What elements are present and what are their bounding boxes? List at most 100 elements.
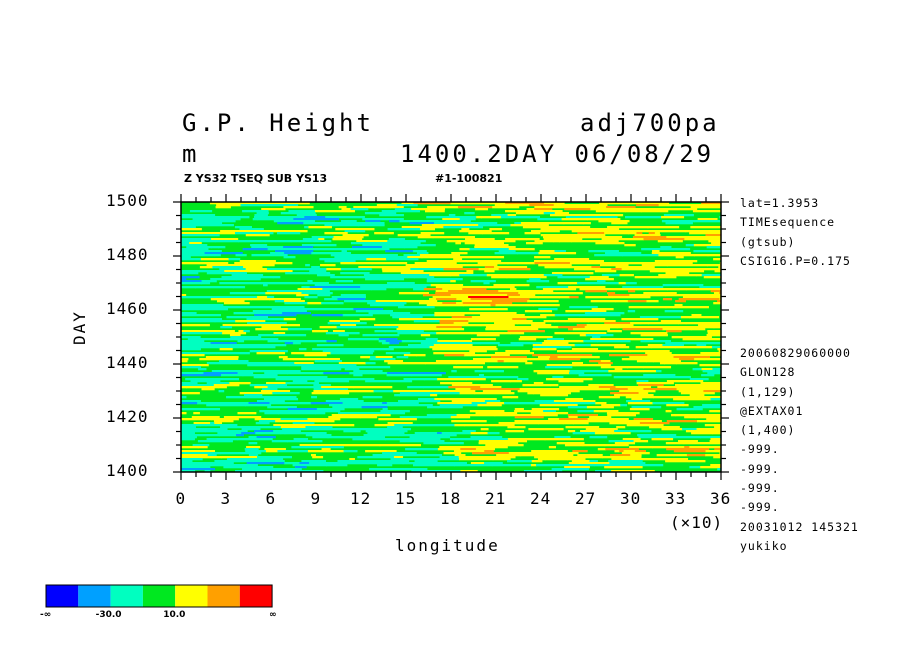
heatmap-cell xyxy=(253,362,295,365)
heatmap-cell xyxy=(476,334,500,337)
heatmap-cell xyxy=(258,460,285,463)
heatmap-cell xyxy=(287,440,323,443)
x-multiplier-label: (×10) xyxy=(670,513,724,532)
heatmap-cell xyxy=(312,436,329,439)
heatmap-cell xyxy=(529,204,555,207)
heatmap-cell xyxy=(376,244,385,247)
heatmap-cell xyxy=(252,370,266,373)
heatmap-cell xyxy=(456,298,472,301)
heatmap-cell xyxy=(697,420,721,423)
heatmap-cell xyxy=(365,256,408,259)
heatmap-cell xyxy=(397,274,430,277)
heatmap-cell xyxy=(653,396,677,399)
heatmap-cell xyxy=(504,454,522,457)
heatmap-cell xyxy=(203,372,239,375)
heatmap-cell xyxy=(234,226,252,229)
heatmap-cell xyxy=(627,300,648,303)
heatmap-cell xyxy=(628,232,638,235)
heatmap-cell xyxy=(317,462,339,465)
heatmap-cell xyxy=(215,296,258,299)
heatmap-cell xyxy=(669,354,703,357)
heatmap-cell xyxy=(564,466,590,469)
heatmap-cell xyxy=(654,232,660,235)
heatmap-cell xyxy=(302,282,329,285)
heatmap-cell xyxy=(207,454,217,457)
heatmap-cell xyxy=(288,310,307,313)
heatmap-cell xyxy=(480,324,515,327)
heatmap-cell xyxy=(656,454,675,457)
heatmap-cell xyxy=(567,318,606,321)
heatmap-cell xyxy=(333,236,364,239)
heatmap-cell xyxy=(642,262,668,265)
heatmap-cell xyxy=(181,458,203,461)
heatmap-cell xyxy=(222,324,263,327)
heatmap-cell xyxy=(181,364,209,367)
heatmap-cell xyxy=(694,254,709,257)
heatmap-cell xyxy=(532,354,557,357)
heatmap-cell xyxy=(676,396,700,399)
heatmap-cell xyxy=(465,378,486,381)
heatmap-cell xyxy=(498,250,516,253)
heatmap-cell xyxy=(588,250,619,253)
heatmap-cell xyxy=(237,464,258,467)
heatmap-cell xyxy=(314,412,326,415)
heatmap-cell xyxy=(181,430,206,433)
heatmap-cell xyxy=(501,412,518,415)
heatmap-cell xyxy=(559,296,570,299)
heatmap-cell xyxy=(678,322,687,325)
heatmap-cell xyxy=(403,400,441,403)
heatmap-cell xyxy=(508,356,527,359)
heatmap-cell xyxy=(456,292,496,295)
heatmap-cell xyxy=(706,246,721,249)
heatmap-cell xyxy=(458,456,479,459)
heatmap-cell xyxy=(510,224,549,227)
heatmap-cell xyxy=(706,418,721,421)
heatmap-cell xyxy=(423,288,443,291)
heatmap-cell xyxy=(390,458,425,461)
heatmap-cell xyxy=(301,368,342,371)
heatmap-cell xyxy=(512,318,527,321)
heatmap-cell xyxy=(417,424,456,427)
heatmap-cell xyxy=(235,232,274,235)
heatmap-cell xyxy=(498,290,509,293)
heatmap-cell xyxy=(257,456,268,459)
heatmap-cell xyxy=(257,230,284,233)
heatmap-cell xyxy=(181,278,187,281)
heatmap-cell xyxy=(309,462,319,465)
heatmap-cell xyxy=(349,372,388,375)
heatmap-cell xyxy=(214,240,239,243)
heatmap-cell xyxy=(181,360,188,363)
heatmap-cell xyxy=(309,270,327,273)
heatmap-cell xyxy=(661,220,695,223)
heatmap-cell xyxy=(195,456,222,459)
heatmap-cell xyxy=(652,402,685,405)
heatmap-cell xyxy=(510,342,524,345)
heatmap-cell xyxy=(230,336,251,339)
heatmap-cell xyxy=(533,346,548,349)
heatmap-cell xyxy=(252,218,258,221)
heatmap-cell xyxy=(301,292,320,295)
heatmap-cell xyxy=(627,310,636,313)
heatmap-cell xyxy=(181,258,202,261)
heatmap-cell xyxy=(574,356,600,359)
heatmap-cell xyxy=(691,432,713,435)
heatmap-cell xyxy=(525,362,533,365)
heatmap-cell xyxy=(507,294,521,297)
heatmap-cell xyxy=(248,402,271,405)
heatmap-cell xyxy=(595,350,632,353)
heatmap-cell xyxy=(192,444,210,447)
heatmap-cell xyxy=(287,408,318,411)
heatmap-cell xyxy=(533,292,543,295)
heatmap-cell xyxy=(537,372,570,375)
heatmap-cell xyxy=(267,248,288,251)
heatmap-cell xyxy=(365,362,376,365)
heatmap-cell xyxy=(593,410,619,413)
heatmap-cell xyxy=(412,300,438,303)
heatmap-cell xyxy=(407,386,424,389)
heatmap-cell xyxy=(256,436,276,439)
heatmap-cell xyxy=(509,380,522,383)
heatmap-cell xyxy=(450,274,460,277)
heatmap-cell xyxy=(565,216,596,219)
heatmap-cell xyxy=(206,438,238,441)
heatmap-cell xyxy=(615,300,629,303)
